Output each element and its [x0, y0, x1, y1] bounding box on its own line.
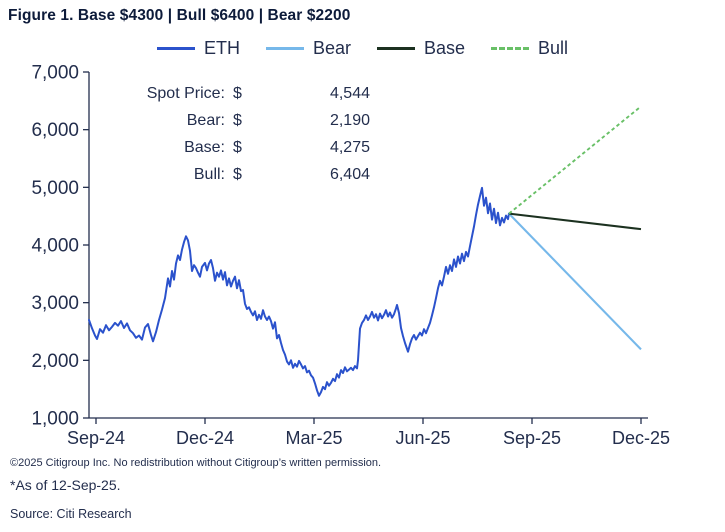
legend-label-bear: Bear	[312, 38, 351, 58]
legend-item-bull: Bull	[491, 38, 568, 59]
source-note: Source: Citi Research	[10, 507, 132, 521]
eth-line	[88, 186, 510, 397]
base-value: 4,275	[329, 139, 370, 156]
bear-currency: $	[233, 112, 242, 129]
legend-item-eth: ETH	[156, 38, 240, 59]
legend-item-base: Base	[376, 38, 466, 59]
y-tick-label: 2,000	[31, 351, 79, 372]
x-tick-label: Sep-25	[503, 428, 561, 448]
copyright-notice: ©2025 Citigroup Inc. No redistribution w…	[10, 457, 382, 469]
spot-price-value: 4,544	[329, 85, 370, 102]
bull-line-swatch	[491, 47, 530, 50]
y-tick-label: 4,000	[31, 236, 79, 257]
bull-currency: $	[233, 166, 242, 183]
scenario-table: Spot Price: $ 4,544 Bear: $ 2,190 Base: …	[131, 80, 370, 188]
spot-price-label: Spot Price:	[146, 85, 225, 102]
projection-line-bull	[508, 105, 642, 215]
legend-label-bull: Bull	[538, 38, 569, 58]
y-tick-label: 5,000	[31, 178, 79, 199]
bull-value: 6,404	[329, 166, 370, 183]
chart-title: Figure 1. Base $4300 | Bull $6400 | Bear…	[8, 7, 351, 24]
base-label: Base:	[184, 139, 225, 156]
legend-item-bear: Bear	[265, 38, 351, 59]
spot-price-currency: $	[233, 85, 242, 102]
y-tick-label: 7,000	[31, 63, 79, 84]
bear-label: Bear:	[186, 112, 225, 129]
base-currency: $	[233, 139, 242, 156]
x-tick-label: Dec-24	[176, 428, 234, 448]
x-tick-label: Mar-25	[285, 428, 342, 448]
legend-label-base: Base	[423, 38, 466, 58]
y-tick-label: 6,000	[31, 120, 79, 141]
x-tick-label: Jun-25	[395, 428, 450, 448]
as-of-note: *As of 12-Sep-25.	[10, 477, 121, 493]
price-chart: 1,000 2,000 3,000 4,000 5,000 6,000 7,000 Sep-2…	[31, 63, 670, 449]
y-tick-label: 1,000	[31, 409, 79, 430]
base-line-swatch	[376, 47, 415, 50]
x-tick-label: Sep-24	[67, 428, 125, 448]
y-tick-label: 3,000	[31, 293, 79, 314]
x-tick-label: Dec-25	[612, 428, 670, 448]
eth-line-swatch	[156, 47, 195, 50]
bear-value: 2,190	[329, 112, 370, 129]
bear-line-swatch	[265, 47, 304, 50]
chart-legend: ETH Bear Base Bull	[0, 38, 725, 59]
legend-label-eth: ETH	[203, 38, 240, 58]
projection-line-base	[508, 212, 642, 231]
bull-label: Bull:	[193, 166, 225, 183]
projection-line-bear	[508, 212, 642, 351]
